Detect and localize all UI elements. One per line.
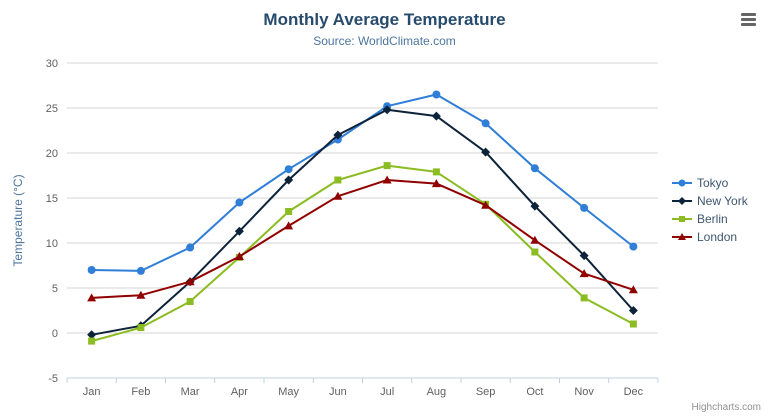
legend-marker-icon-new-york: [672, 197, 692, 205]
data-point[interactable]: [383, 162, 391, 170]
data-point[interactable]: [88, 337, 96, 345]
data-point[interactable]: [185, 277, 195, 286]
data-point[interactable]: [431, 111, 441, 121]
series-markers-tokyo[interactable]: [87, 90, 638, 275]
y-axis-label: 0: [52, 328, 58, 340]
data-point[interactable]: [333, 130, 343, 140]
data-point[interactable]: [234, 252, 244, 260]
legend-marker-icon-tokyo: [672, 179, 692, 187]
data-point[interactable]: [530, 164, 539, 173]
x-axis-label-mar: Mar: [181, 386, 200, 398]
x-axis-label-jun: Jun: [329, 386, 347, 398]
chart-title: Monthly Average Temperature: [263, 10, 506, 29]
x-axis-label-dec: Dec: [624, 386, 644, 398]
series-line-new-york[interactable]: [90, 108, 635, 336]
data-point[interactable]: [136, 266, 145, 275]
legend-marker-icon-berlin: [672, 216, 692, 222]
y-axis-label: 30: [46, 58, 58, 70]
data-point[interactable]: [481, 119, 490, 128]
data-point[interactable]: [333, 191, 343, 200]
series-markers-london[interactable]: [87, 175, 638, 302]
series-line-tokyo[interactable]: [90, 93, 635, 272]
data-point[interactable]: [530, 201, 540, 211]
y-axis-label: 20: [46, 148, 58, 160]
data-point[interactable]: [285, 208, 293, 215]
data-point[interactable]: [186, 298, 194, 305]
data-point[interactable]: [580, 203, 589, 212]
y-axis-label: 15: [46, 193, 58, 205]
data-point[interactable]: [382, 175, 392, 184]
x-axis-label-may: May: [278, 386, 299, 398]
data-point[interactable]: [531, 248, 539, 256]
x-axis-label-feb: Feb: [131, 386, 150, 398]
legend-item-new-york[interactable]: New York: [672, 194, 748, 208]
series-line-berlin[interactable]: [90, 164, 635, 343]
hamburger-icon: [740, 11, 756, 28]
credits-link[interactable]: Highcharts.com: [691, 402, 761, 413]
y-axis-title: Temperature (°C): [11, 174, 25, 266]
legend-label: London: [697, 230, 738, 244]
data-point[interactable]: [284, 175, 294, 185]
data-point[interactable]: [235, 198, 244, 207]
legend-item-london[interactable]: London: [672, 230, 748, 244]
data-point[interactable]: [432, 90, 441, 99]
data-point[interactable]: [629, 320, 637, 328]
data-point[interactable]: [334, 176, 342, 184]
legend-label: Tokyo: [697, 176, 729, 190]
series-line-london[interactable]: [90, 179, 635, 299]
data-point[interactable]: [628, 306, 638, 315]
data-point[interactable]: [234, 226, 244, 236]
data-point[interactable]: [431, 179, 441, 188]
data-point[interactable]: [579, 251, 589, 261]
data-point[interactable]: [186, 243, 195, 252]
data-point[interactable]: [629, 242, 638, 251]
legend-marker-icon-london: [672, 233, 692, 240]
data-point[interactable]: [432, 168, 440, 176]
y-axis-label: 25: [46, 103, 58, 115]
y-axis-label: 10: [46, 238, 58, 250]
x-axis-label-jan: Jan: [83, 386, 101, 398]
x-axis-label-aug: Aug: [427, 386, 447, 398]
data-point[interactable]: [481, 200, 491, 209]
y-axis-label: -5: [48, 373, 58, 385]
data-point[interactable]: [382, 105, 392, 115]
data-point[interactable]: [137, 324, 145, 332]
legend-label: Berlin: [697, 212, 728, 226]
chart-subtitle: Source: WorldClimate.com: [313, 34, 456, 48]
legend-label: New York: [697, 194, 748, 208]
data-point[interactable]: [136, 290, 146, 299]
x-axis-label-apr: Apr: [231, 386, 248, 398]
data-point[interactable]: [87, 293, 97, 302]
x-axis-label-oct: Oct: [526, 386, 543, 398]
legend-item-tokyo[interactable]: Tokyo: [672, 176, 748, 190]
data-point[interactable]: [579, 269, 589, 278]
legend: Tokyo New York Berlin London: [672, 176, 748, 248]
data-point[interactable]: [530, 235, 540, 244]
series-markers-new-york[interactable]: [87, 105, 638, 340]
x-axis-label-jul: Jul: [380, 386, 394, 398]
legend-item-berlin[interactable]: Berlin: [672, 212, 748, 226]
data-point[interactable]: [284, 221, 294, 230]
data-point[interactable]: [87, 330, 97, 340]
export-menu-button[interactable]: [735, 8, 761, 30]
x-axis-label-nov: Nov: [574, 386, 594, 398]
data-point[interactable]: [284, 165, 293, 174]
x-axis-label-sep: Sep: [476, 386, 496, 398]
data-point[interactable]: [481, 147, 491, 157]
data-point[interactable]: [580, 294, 588, 302]
data-point[interactable]: [628, 285, 638, 294]
y-axis-label: 5: [52, 283, 58, 295]
data-point[interactable]: [87, 266, 96, 274]
